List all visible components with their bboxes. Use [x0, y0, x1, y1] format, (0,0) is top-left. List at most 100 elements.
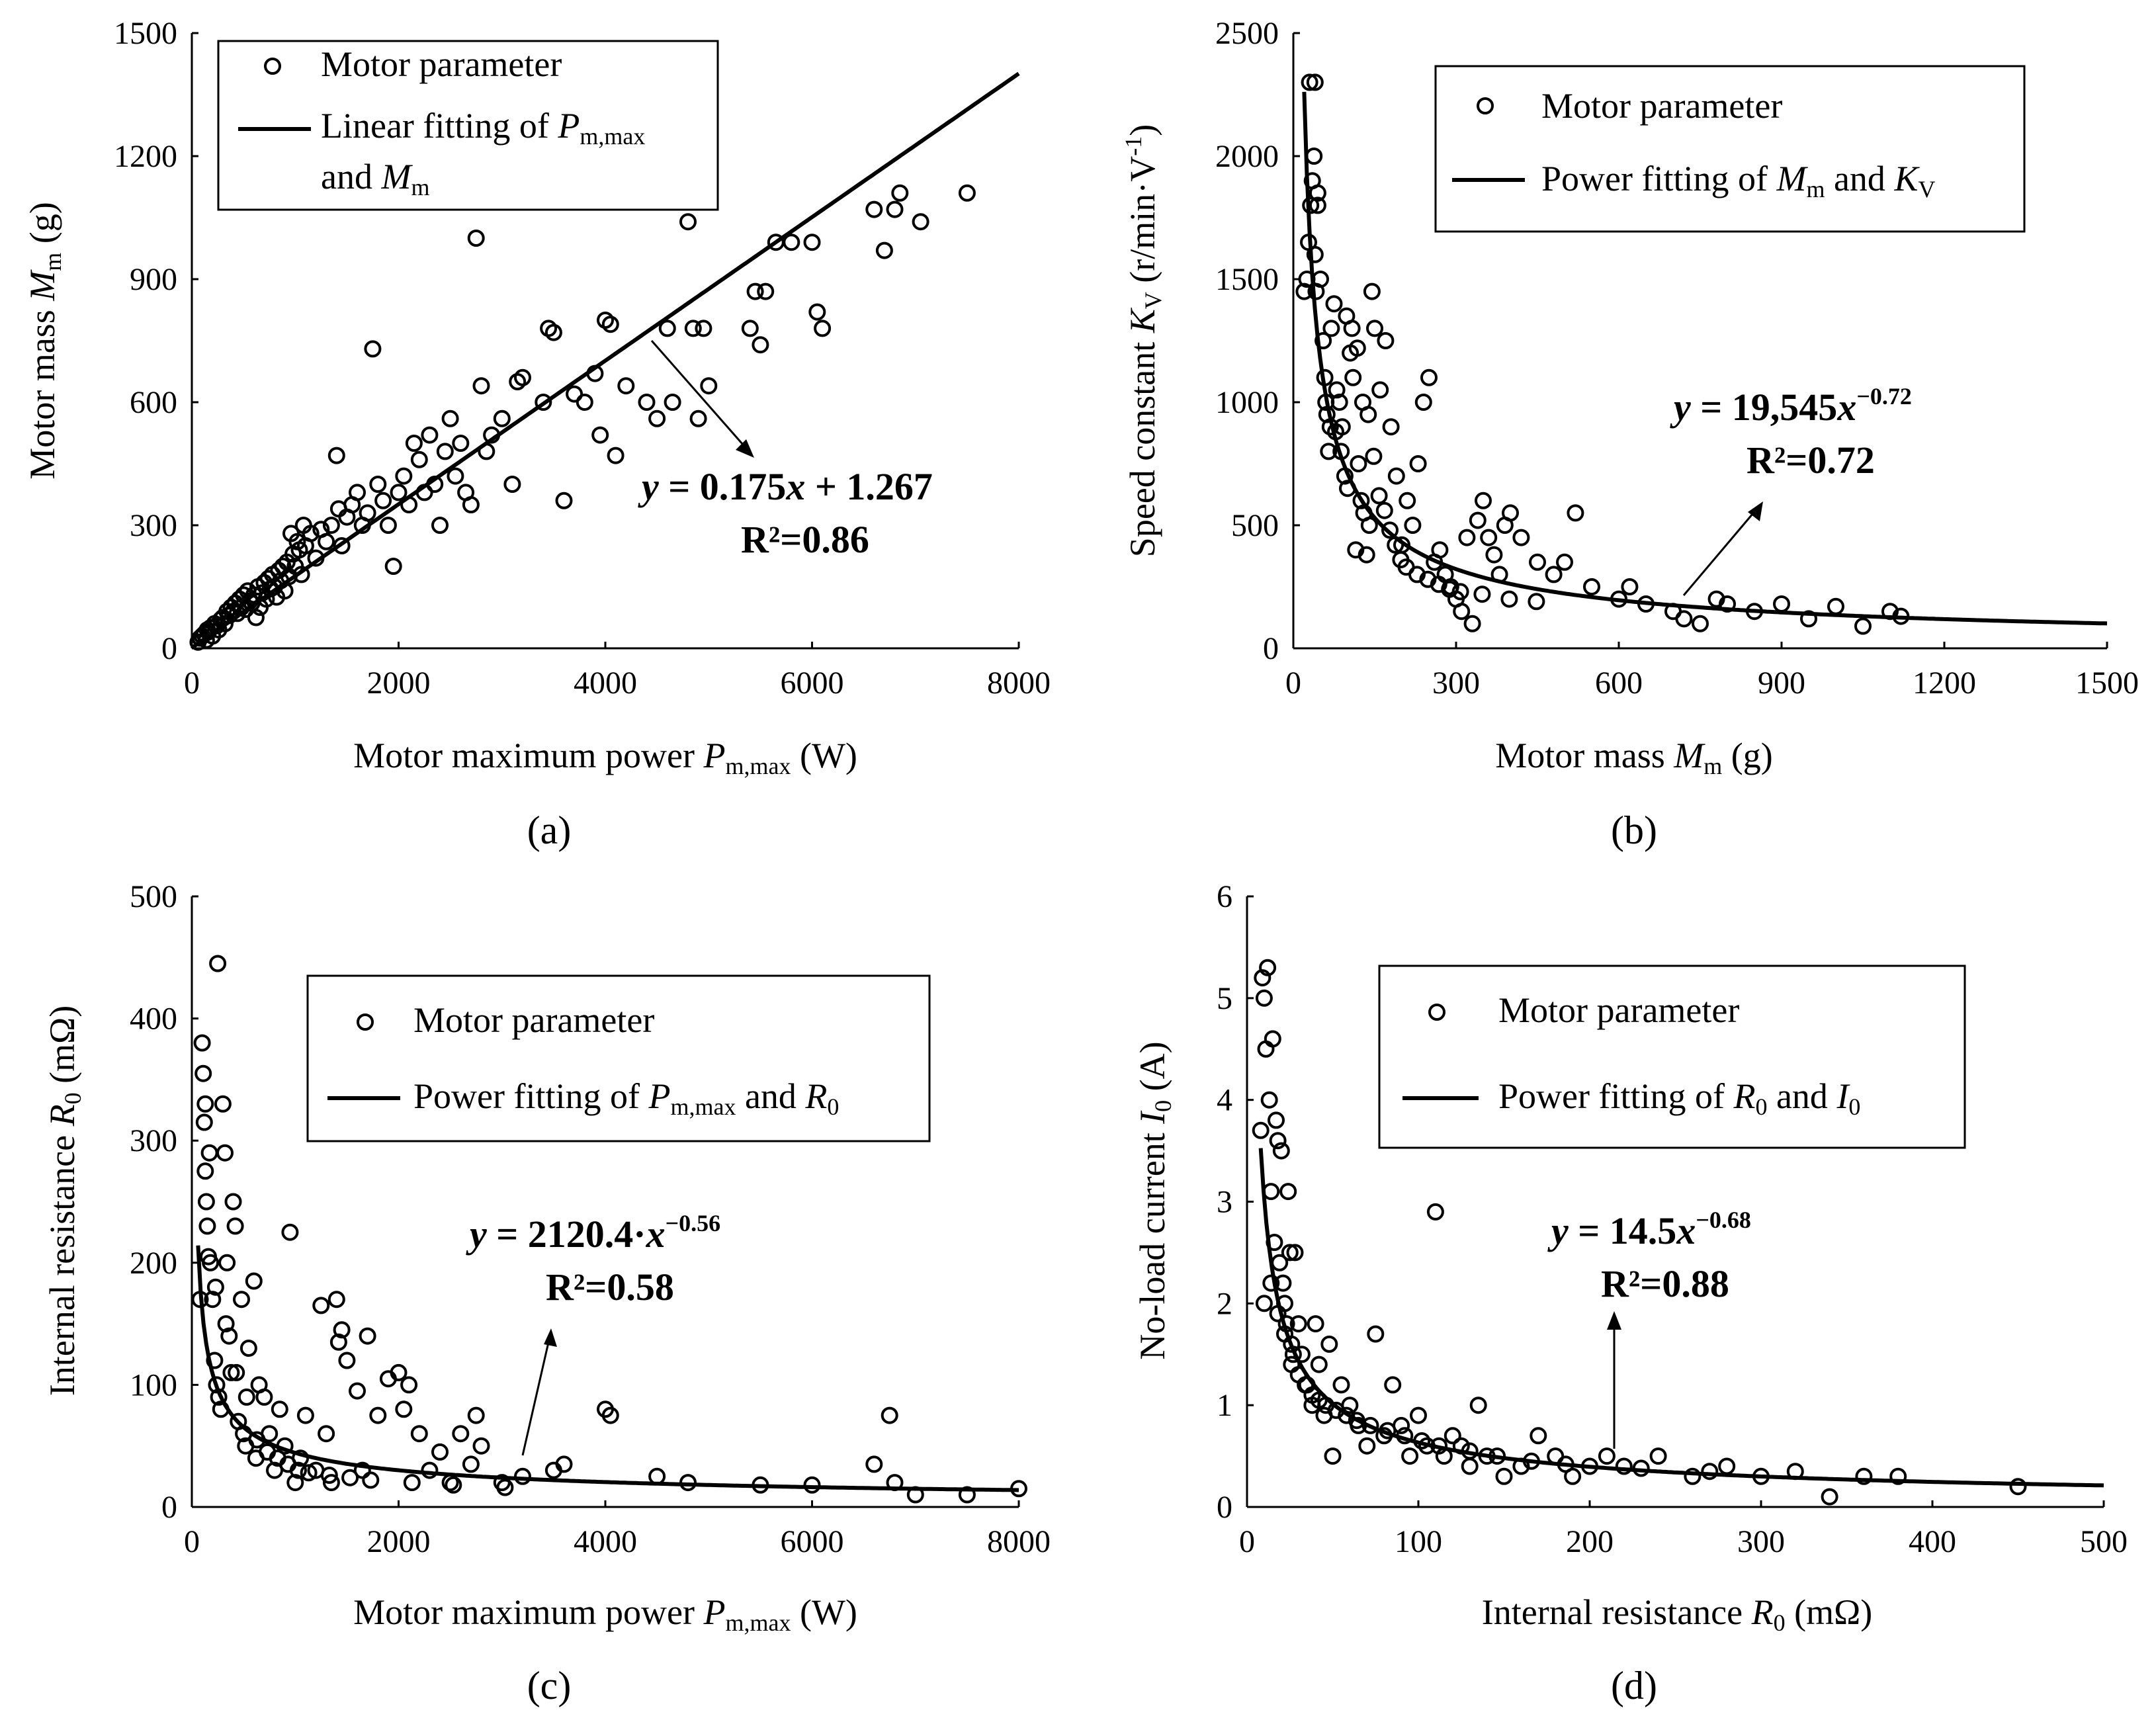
data-point-b	[1350, 455, 1367, 472]
data-point-a	[349, 484, 366, 501]
data-point-b	[1295, 282, 1313, 300]
data-point-a	[808, 303, 826, 321]
data-point-c	[286, 1474, 304, 1492]
data-point-a	[783, 234, 800, 251]
data-point-c	[200, 1144, 218, 1162]
axes-b	[1292, 33, 2107, 650]
points-layer-d	[1252, 959, 2104, 1506]
y-tick-label-c: 400	[130, 1002, 177, 1037]
data-point-b	[1485, 546, 1503, 564]
data-point-d	[1255, 989, 1273, 1007]
data-point-c	[472, 1437, 490, 1455]
data-point-c	[220, 1327, 238, 1345]
data-point-a	[462, 496, 480, 513]
data-point-a	[535, 394, 552, 411]
equation-text-b: y = 19,545x−0.72	[1670, 383, 1912, 429]
y-tick-label-d: 6	[1217, 879, 1232, 914]
equation-arrow-a	[650, 340, 749, 451]
legend-label-points-d: Motor parameter	[1498, 990, 1739, 1030]
data-point-d	[1279, 1183, 1297, 1201]
data-point-c	[312, 1297, 330, 1314]
data-point-d	[1338, 1406, 1356, 1424]
data-point-c	[197, 1193, 215, 1211]
data-point-a	[364, 340, 382, 358]
data-point-a	[447, 467, 464, 485]
data-point-a	[452, 435, 470, 452]
x-tick-label-c: 6000	[781, 1524, 844, 1559]
data-point-c	[329, 1333, 347, 1351]
panel-label-b: (b)	[1611, 808, 1657, 852]
legend-a: Motor parameter Linear fitting of Pm,max…	[217, 40, 719, 211]
data-point-a	[216, 615, 234, 632]
data-point-d	[1332, 1376, 1350, 1394]
arrowhead-b	[1748, 501, 1763, 521]
y-tick-label-a: 0	[161, 631, 177, 666]
data-point-c	[266, 1461, 283, 1479]
data-point-a	[379, 517, 397, 534]
data-point-c	[865, 1455, 883, 1473]
data-point-c	[390, 1363, 408, 1381]
data-point-b	[1309, 196, 1326, 214]
data-point-b	[1306, 245, 1324, 263]
data-point-b	[1431, 541, 1449, 559]
data-point-d	[1255, 1295, 1273, 1312]
data-point-b	[1309, 184, 1326, 202]
legend-label-points-c: Motor parameter	[413, 1000, 654, 1040]
data-point-a	[664, 394, 681, 411]
data-point-b	[1528, 593, 1545, 611]
data-point-d	[1495, 1467, 1513, 1485]
data-point-a	[390, 484, 408, 501]
data-point-a	[472, 377, 490, 395]
r2-text-a: R²=0.86	[741, 518, 869, 561]
y-tick-label-b: 1000	[1215, 385, 1279, 420]
data-point-b	[1719, 595, 1736, 613]
fit-curve-a	[191, 71, 1020, 650]
y-tick-label-d: 4	[1217, 1083, 1232, 1118]
data-point-c	[198, 1217, 216, 1235]
points-layer-c	[191, 955, 1027, 1504]
data-point-b	[1414, 394, 1432, 411]
data-point-b	[1387, 467, 1405, 485]
data-point-b	[1320, 443, 1338, 460]
data-point-d	[1649, 1447, 1667, 1465]
data-point-c	[196, 1162, 214, 1180]
legend-label-points-b: Motor parameter	[1541, 86, 1782, 126]
data-point-d	[1426, 1203, 1444, 1221]
data-point-c	[322, 1474, 340, 1492]
y-tick-label-d: 5	[1217, 981, 1232, 1016]
data-point-c	[803, 1476, 821, 1494]
data-point-a	[746, 282, 764, 300]
data-point-d	[1358, 1437, 1376, 1455]
data-point-b	[1420, 368, 1438, 386]
data-point-a	[684, 320, 702, 337]
data-point-d	[1461, 1457, 1479, 1475]
data-point-c	[514, 1467, 531, 1485]
data-point-c	[318, 1425, 335, 1443]
data-point-d	[1384, 1376, 1402, 1394]
data-point-d	[1361, 1416, 1379, 1434]
y-tick-label-a: 1500	[114, 16, 177, 51]
data-point-a	[493, 409, 511, 427]
ticks-a: 0 2000 4000 6000 8000 0 300 600 900 1200 1500	[114, 16, 1051, 701]
x-tick-label-d: 300	[1737, 1524, 1785, 1559]
data-point-c	[410, 1425, 428, 1443]
equation-c: y = 2120.4·x−0.56 R²=0.58	[466, 1210, 720, 1456]
panel-label-d: (d)	[1611, 1664, 1657, 1707]
r2-text-c: R²=0.58	[546, 1266, 674, 1309]
y-axis-title-c: Internal resistance R0 (mΩ)	[42, 1006, 86, 1396]
data-point-c	[204, 1291, 222, 1309]
x-tick-label-b: 900	[1758, 666, 1805, 701]
data-point-c	[296, 1406, 314, 1424]
data-point-b	[1567, 504, 1584, 522]
x-tick-label-a: 0	[184, 666, 200, 701]
y-tick-label-c: 0	[161, 1490, 177, 1525]
data-point-d	[1281, 1244, 1299, 1262]
data-point-c	[445, 1476, 462, 1494]
data-point-b	[1305, 148, 1323, 165]
legend-marker-b	[1477, 97, 1494, 114]
data-point-d	[1684, 1467, 1702, 1485]
legend-label-fit-a-line2: and Mm	[321, 157, 429, 200]
data-point-b	[1854, 617, 1872, 635]
y-axis-title-a: Motor mass Mm (g)	[22, 202, 66, 479]
data-point-b	[1827, 597, 1844, 615]
